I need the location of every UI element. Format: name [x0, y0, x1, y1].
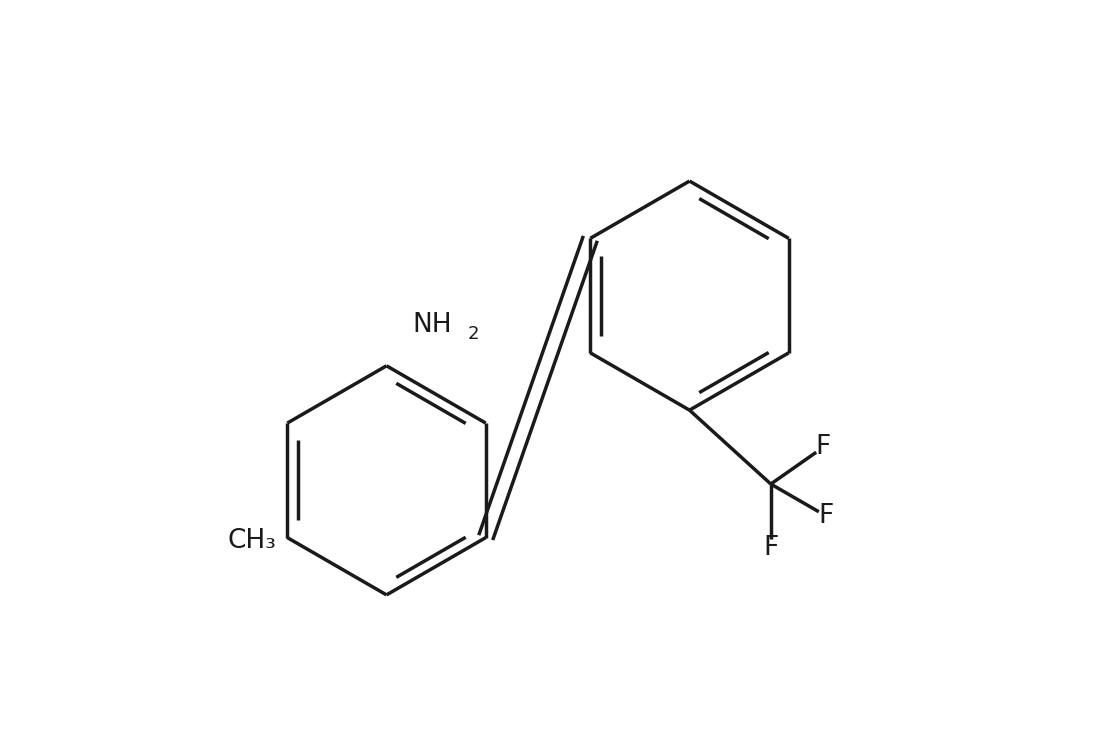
Text: NH: NH: [413, 312, 452, 338]
Text: F: F: [816, 435, 830, 460]
Text: CH₃: CH₃: [227, 528, 276, 554]
Text: F: F: [764, 535, 778, 561]
Text: F: F: [818, 503, 834, 529]
Text: 2: 2: [467, 325, 480, 343]
